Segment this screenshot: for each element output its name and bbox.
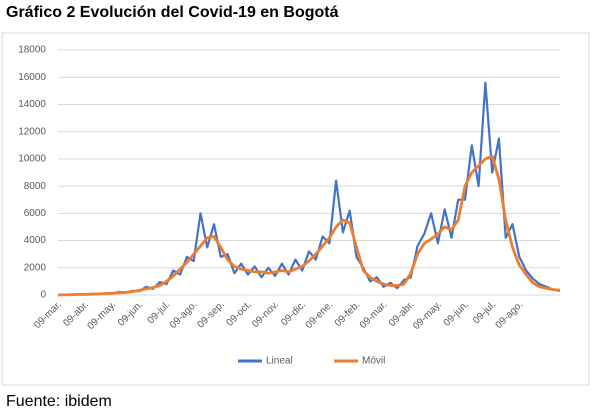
x-tick-label: 09-ago. xyxy=(168,299,200,331)
x-tick-label: 09-may. xyxy=(85,299,118,332)
series-line xyxy=(57,81,561,297)
source: Fuente: ibidem xyxy=(6,393,112,410)
y-tick-label: 4000 xyxy=(24,235,47,246)
x-tick-label: 09-sep. xyxy=(195,299,226,330)
y-tick-label: 6000 xyxy=(24,208,47,219)
y-tick-label: 2000 xyxy=(24,262,47,273)
x-tick-label: 09-jun. xyxy=(442,299,471,328)
x-tick-label: 09-abr. xyxy=(387,299,417,329)
x-tick-label: 09-jul. xyxy=(145,299,172,326)
x-tick-label: 09-mar. xyxy=(358,299,390,331)
legend-label: Lineal xyxy=(266,356,293,367)
x-tick-label: 09-may. xyxy=(411,299,444,332)
x-tick-label: 09-nov. xyxy=(250,299,281,330)
title: Gráfico 2 Evolución del Covid-19 en Bogo… xyxy=(6,4,339,21)
y-tick-label: 8000 xyxy=(24,181,47,192)
y-tick-label: 14000 xyxy=(18,99,46,110)
x-tick-label: 09-dic. xyxy=(279,299,308,328)
y-tick-label: 12000 xyxy=(18,126,46,137)
chart-frame xyxy=(1,32,590,386)
series-line xyxy=(57,154,561,297)
y-tick-label: 18000 xyxy=(18,45,46,56)
x-tick-label: 09-ene. xyxy=(304,299,336,331)
x-tick-label: 09-feb. xyxy=(333,299,363,329)
x-tick-label: 09-jun. xyxy=(116,299,145,328)
x-tick-label: 09-oct. xyxy=(225,299,254,328)
x-tick-label: 09-jul. xyxy=(471,299,498,326)
x-tick-label: 09-abr. xyxy=(61,299,91,329)
legend-label: Móvil xyxy=(362,356,385,367)
x-tick-label: 09-mar. xyxy=(32,299,64,331)
y-tick-label: 16000 xyxy=(18,72,46,83)
y-tick-label: 0 xyxy=(40,290,46,301)
x-tick-label: 09-ago. xyxy=(494,299,526,331)
y-tick-label: 10000 xyxy=(18,154,46,165)
